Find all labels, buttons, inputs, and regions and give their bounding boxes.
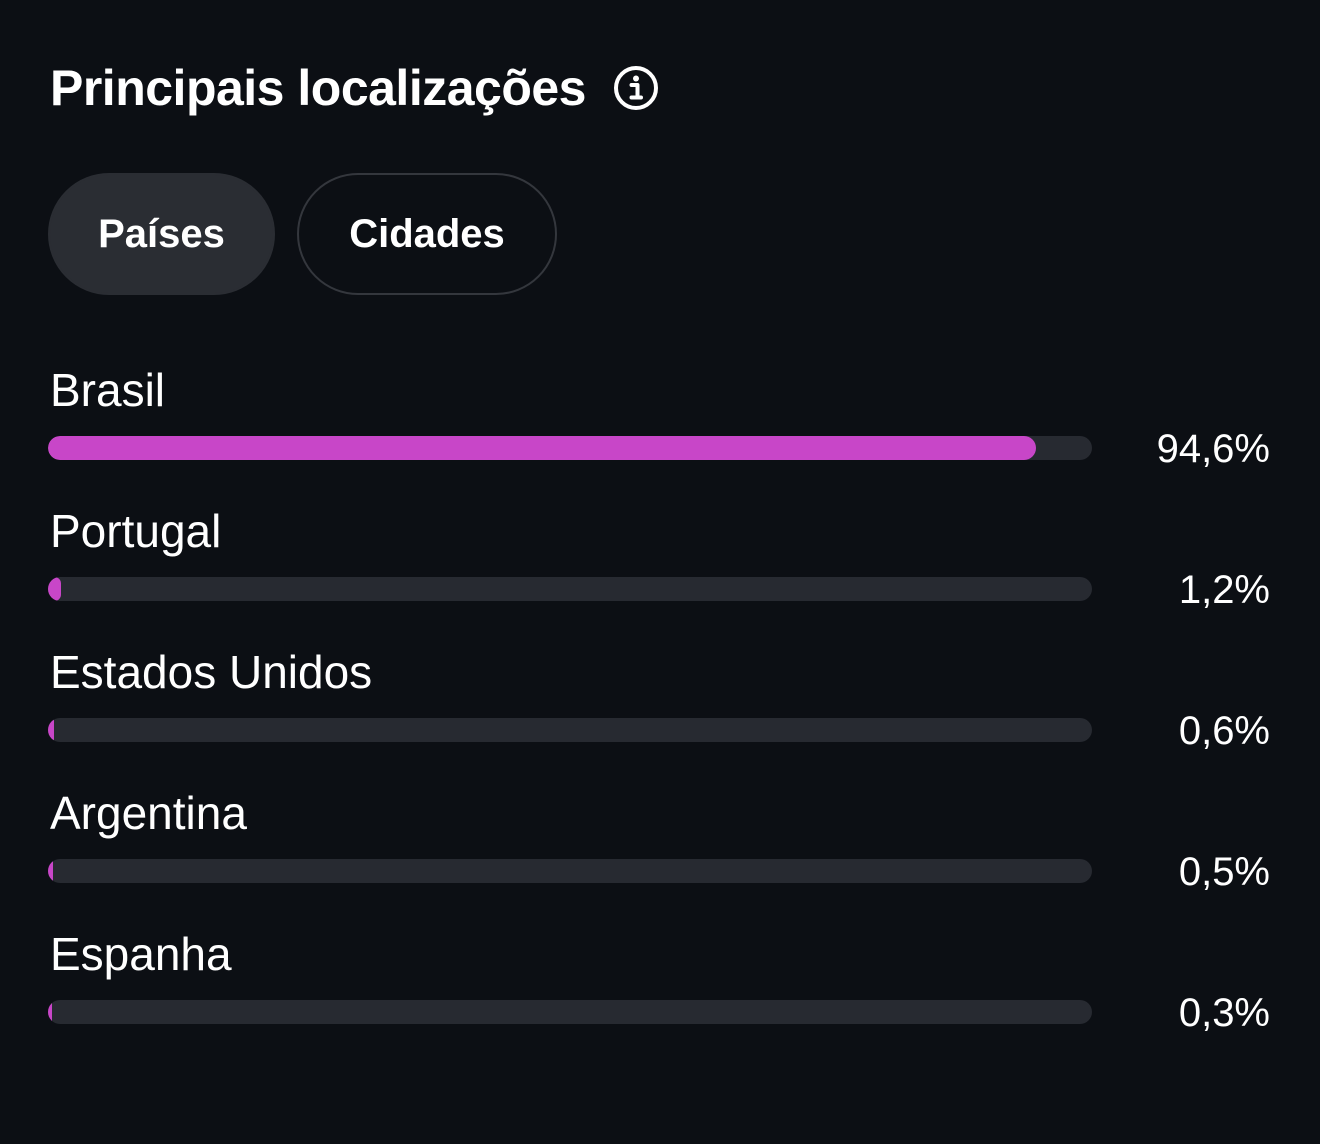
location-percentage: 1,2% bbox=[1178, 568, 1270, 612]
section-header: Principais localizações bbox=[50, 58, 660, 118]
location-bar-track bbox=[48, 577, 1092, 601]
location-row-espanha: Espanha 0,3% bbox=[0, 926, 1320, 1067]
location-bar-track bbox=[48, 859, 1092, 883]
location-name: Estados Unidos bbox=[50, 646, 373, 698]
location-bar-track bbox=[48, 1000, 1092, 1024]
location-row-portugal: Portugal 1,2% bbox=[0, 503, 1320, 644]
location-bar-fill bbox=[48, 859, 54, 883]
location-name: Portugal bbox=[50, 505, 222, 557]
location-percentage: 0,3% bbox=[1178, 991, 1270, 1035]
location-tabs: Países Cidades bbox=[48, 173, 557, 295]
location-row-brasil: Brasil 94,6% bbox=[0, 362, 1320, 503]
location-name: Argentina bbox=[50, 787, 247, 839]
location-name: Brasil bbox=[50, 364, 166, 416]
info-icon[interactable] bbox=[612, 64, 660, 112]
section-title: Principais localizações bbox=[50, 60, 587, 116]
location-percentage: 94,6% bbox=[1156, 427, 1270, 471]
location-row-estados-unidos: Estados Unidos 0,6% bbox=[0, 644, 1320, 785]
tab-cities[interactable]: Cidades bbox=[297, 173, 557, 295]
location-bar-fill bbox=[48, 1000, 52, 1024]
location-row-argentina: Argentina 0,5% bbox=[0, 785, 1320, 926]
location-name: Espanha bbox=[50, 928, 232, 980]
location-bar-track bbox=[48, 718, 1092, 742]
location-percentage: 0,5% bbox=[1178, 850, 1270, 894]
location-percentage: 0,6% bbox=[1178, 709, 1270, 753]
location-bar-fill bbox=[48, 436, 1036, 460]
tab-countries[interactable]: Países bbox=[48, 173, 275, 295]
location-bar-fill bbox=[48, 577, 61, 601]
location-bar-track bbox=[48, 436, 1092, 460]
location-bar-fill bbox=[48, 718, 55, 742]
